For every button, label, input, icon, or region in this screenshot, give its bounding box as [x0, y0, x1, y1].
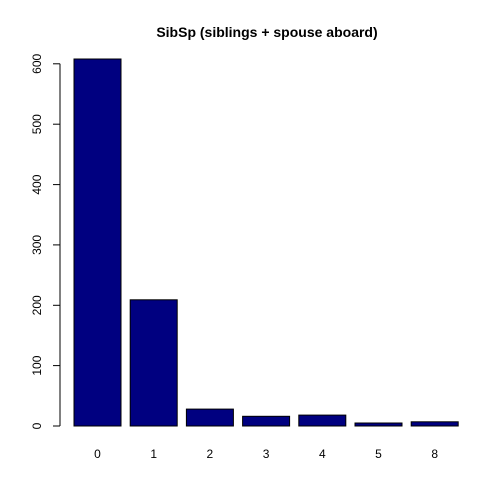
y-tick-label: 300: [30, 235, 44, 255]
chart-title: SibSp (siblings + spouse aboard): [156, 24, 377, 40]
x-tick-label: 4: [319, 447, 326, 461]
x-tick-label: 3: [263, 447, 270, 461]
y-tick-label: 600: [30, 53, 44, 73]
bar-2: [185, 408, 234, 427]
y-tick-label: 400: [30, 174, 44, 194]
y-tick-label: 0: [30, 422, 44, 429]
bar-0: [73, 58, 122, 427]
x-tick-label: 5: [375, 447, 382, 461]
y-tick-label: 200: [30, 295, 44, 315]
bar-1: [129, 299, 178, 427]
x-tick-label: 0: [94, 447, 101, 461]
y-tick-label: 500: [30, 114, 44, 134]
bars-layer: [73, 58, 459, 427]
x-axis-labels: 0 1 2 3 4 5 8: [94, 447, 438, 461]
bar-4: [298, 414, 347, 427]
y-axis: 0 100 200 300 400 500 600: [30, 53, 61, 429]
bar-8: [410, 421, 459, 427]
x-tick-label: 1: [150, 447, 157, 461]
x-tick-label: 2: [207, 447, 214, 461]
x-tick-label: 8: [431, 447, 438, 461]
bar-5: [354, 422, 403, 427]
bar-3: [242, 415, 291, 427]
y-tick-label: 100: [30, 355, 44, 375]
